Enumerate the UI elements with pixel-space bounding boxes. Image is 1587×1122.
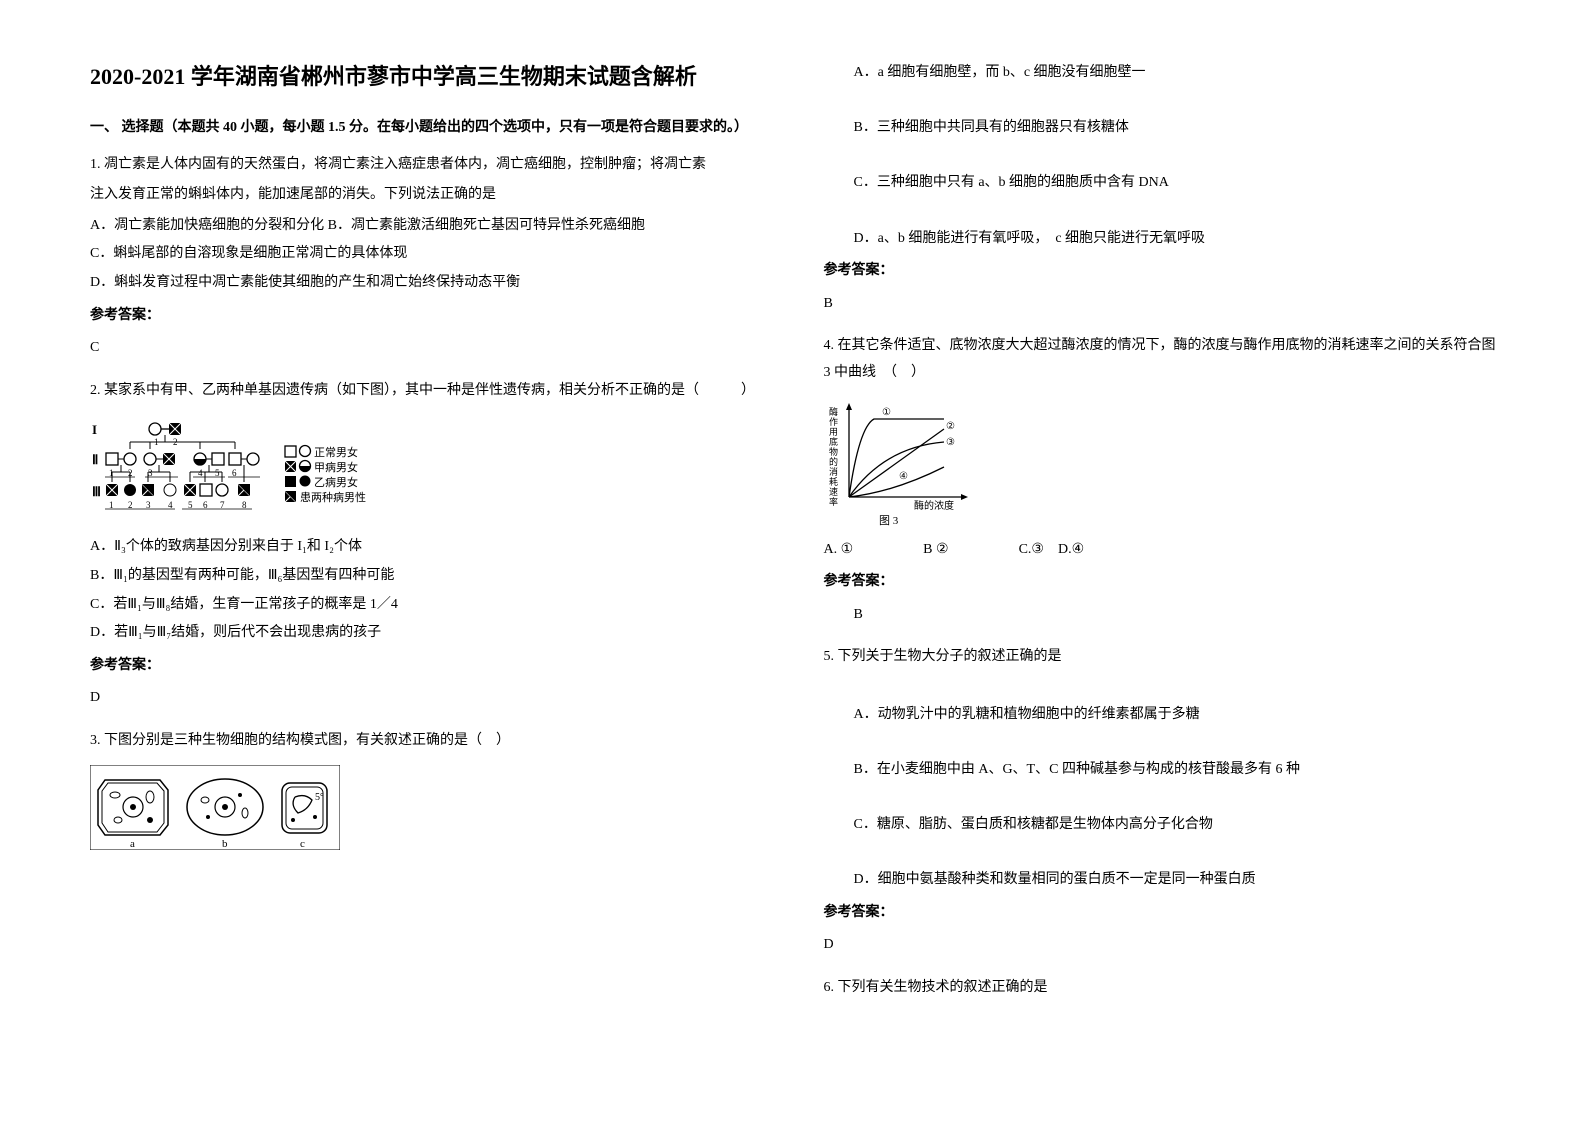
svg-text:耗: 耗: [829, 477, 838, 487]
svg-text:5°: 5°: [315, 792, 324, 803]
q1-option-c: C．蝌蚪尾部的自溶现象是细胞正常凋亡的具体体现: [90, 241, 764, 268]
svg-text:②: ②: [946, 421, 955, 432]
question-6: 6. 下列有关生物技术的叙述正确的是: [824, 975, 1498, 1006]
q3-option-d: D．a、b 细胞能进行有氧呼吸， c 细胞只能进行无氧呼吸: [854, 226, 1498, 253]
q1-answer-label: 参考答案：: [90, 303, 764, 330]
q2-option-c: C．若Ⅲ₁与Ⅲ₈结婚，生育一正常孩子的概率是 1／4: [90, 592, 764, 619]
svg-text:Ⅱ: Ⅱ: [92, 452, 98, 467]
q5-answer-label: 参考答案：: [824, 900, 1498, 927]
q2-option-a: A．Ⅱ₃个体的致病基因分别来自于 I₁和 I₂个体: [90, 534, 764, 561]
svg-text:8: 8: [242, 500, 247, 510]
q5-option-d: D．细胞中氨基酸种类和数量相同的蛋白质不一定是同一种蛋白质: [854, 867, 1498, 894]
question-3-options: A．a 细胞有细胞壁，而 b、c 细胞没有细胞壁一 B．三种细胞中共同具有的细胞…: [824, 60, 1498, 327]
svg-text:I: I: [92, 422, 97, 437]
q1-text1: 1. 凋亡素是人体内固有的天然蛋白，将凋亡素注入癌症患者体内，凋亡癌细胞，控制肿…: [90, 152, 764, 179]
svg-text:2: 2: [128, 500, 133, 510]
q4-answer: B: [854, 602, 1498, 629]
q5-text: 5. 下列关于生物大分子的叙述正确的是: [824, 644, 1498, 671]
q4-text: 4. 在其它条件适宜、底物浓度大大超过酶浓度的情况下，酶的浓度与酶作用底物的消耗…: [824, 333, 1498, 386]
q5-option-a: A．动物乳汁中的乳糖和植物细胞中的纤维素都属于多糖: [854, 702, 1498, 729]
svg-text:作: 作: [829, 416, 838, 427]
q2-option-d: D．若Ⅲ₁与Ⅲ₇结婚，则后代不会出现患病的孩子: [90, 620, 764, 647]
svg-text:乙病男女: 乙病男女: [314, 475, 358, 489]
svg-text:图 3: 图 3: [879, 514, 899, 527]
q3-answer-label: 参考答案：: [824, 258, 1498, 285]
svg-text:患两种病男性: 患两种病男性: [300, 490, 366, 504]
question-1: 1. 凋亡素是人体内固有的天然蛋白，将凋亡素注入癌症患者体内，凋亡癌细胞，控制肿…: [90, 152, 764, 372]
document-title: 2020-2021 学年湖南省郴州市蓼市中学高三生物期末试题含解析: [90, 60, 764, 93]
q3-option-a: A．a 细胞有细胞壁，而 b、c 细胞没有细胞壁一: [854, 60, 1498, 87]
svg-text:4: 4: [168, 500, 173, 510]
q6-text: 6. 下列有关生物技术的叙述正确的是: [824, 975, 1498, 1002]
svg-text:6: 6: [203, 500, 208, 510]
q2-option-b: B．Ⅲ₁的基因型有两种可能，Ⅲ₆基因型有四种可能: [90, 563, 764, 590]
svg-text:6: 6: [232, 468, 237, 478]
q2-answer-label: 参考答案：: [90, 653, 764, 680]
question-3-text: 3. 下图分别是三种生物细胞的结构模式图，有关叙述正确的是（ ） a: [90, 728, 764, 860]
q5-option-c: C．糖原、脂肪、蛋白质和核糖都是生物体内高分子化合物: [854, 812, 1498, 839]
svg-text:1: 1: [109, 500, 114, 510]
q4-option-a: A. ①: [824, 537, 854, 564]
svg-text:3: 3: [146, 500, 151, 510]
q3-answer: B: [824, 291, 1498, 318]
enzyme-chart: 酶 作 用 底 物 的 消 耗 速 率 ① ②: [824, 397, 984, 527]
q4-option-d: D.④: [1058, 542, 1084, 557]
right-column: A．a 细胞有细胞壁，而 b、c 细胞没有细胞壁一 B．三种细胞中共同具有的细胞…: [824, 60, 1498, 1062]
svg-text:率: 率: [829, 496, 838, 507]
svg-text:③: ③: [946, 437, 955, 448]
svg-text:底: 底: [829, 436, 838, 447]
pedigree-figure: I 1 2 Ⅱ: [90, 414, 380, 524]
svg-text:④: ④: [899, 471, 908, 482]
svg-text:酶的浓度: 酶的浓度: [914, 499, 954, 512]
q2-text: 2. 某家系中有甲、乙两种单基因遗传病（如下图），其中一种是伴性遗传病，相关分析…: [90, 378, 764, 405]
svg-text:Ⅲ: Ⅲ: [92, 484, 101, 499]
q4-answer-label: 参考答案：: [824, 569, 1498, 596]
question-5: 5. 下列关于生物大分子的叙述正确的是 A．动物乳汁中的乳糖和植物细胞中的纤维素…: [824, 644, 1498, 969]
svg-text:1: 1: [109, 468, 114, 478]
svg-text:7: 7: [220, 500, 225, 510]
q5-option-b: B．在小麦细胞中由 A、G、T、C 四种碱基参与构成的核苷酸最多有 6 种: [854, 757, 1498, 784]
svg-text:物: 物: [829, 446, 838, 457]
svg-text:a: a: [130, 838, 135, 850]
q1-text2: 注入发育正常的蝌蚪体内，能加速尾部的消失。下列说法正确的是: [90, 182, 764, 209]
svg-text:消: 消: [829, 466, 838, 477]
svg-text:酶: 酶: [829, 406, 838, 417]
question-2: 2. 某家系中有甲、乙两种单基因遗传病（如下图），其中一种是伴性遗传病，相关分析…: [90, 378, 764, 722]
svg-text:的: 的: [829, 456, 838, 467]
svg-text:5: 5: [215, 468, 220, 478]
cell-figure: a b 5° c: [90, 765, 340, 850]
q3-option-c: C．三种细胞中只有 a、b 细胞的细胞质中含有 DNA: [854, 170, 1498, 197]
svg-text:①: ①: [882, 407, 891, 418]
svg-text:用: 用: [829, 427, 838, 437]
question-4: 4. 在其它条件适宜、底物浓度大大超过酶浓度的情况下，酶的浓度与酶作用底物的消耗…: [824, 333, 1498, 638]
q4-option-b: B ②: [923, 537, 948, 564]
svg-text:c: c: [300, 838, 305, 850]
svg-text:正常男女: 正常男女: [314, 445, 358, 459]
q1-answer: C: [90, 335, 764, 362]
q1-option-ab: A．凋亡素能加快癌细胞的分裂和分化 B．凋亡素能激活细胞死亡基因可特异性杀死癌细…: [90, 213, 764, 240]
section-header: 一、 选择题（本题共 40 小题，每小题 1.5 分。在每小题给出的四个选项中，…: [90, 115, 764, 142]
left-column: 2020-2021 学年湖南省郴州市蓼市中学高三生物期末试题含解析 一、 选择题…: [90, 60, 764, 1062]
q2-answer: D: [90, 685, 764, 712]
q1-option-d: D．蝌蚪发育过程中凋亡素能使其细胞的产生和凋亡始终保持动态平衡: [90, 270, 764, 297]
q5-answer: D: [824, 932, 1498, 959]
q3-option-b: B．三种细胞中共同具有的细胞器只有核糖体: [854, 115, 1498, 142]
svg-text:甲病男女: 甲病男女: [314, 460, 358, 474]
q3-text: 3. 下图分别是三种生物细胞的结构模式图，有关叙述正确的是（ ）: [90, 728, 764, 755]
svg-text:3: 3: [148, 468, 153, 478]
q4-options-row: A. ① B ② C.③ D.④: [824, 537, 1498, 564]
svg-text:5: 5: [188, 500, 193, 510]
q4-option-c: C.③: [1019, 542, 1044, 557]
svg-text:b: b: [222, 838, 228, 850]
svg-text:4: 4: [198, 468, 203, 478]
svg-text:速: 速: [829, 487, 838, 497]
